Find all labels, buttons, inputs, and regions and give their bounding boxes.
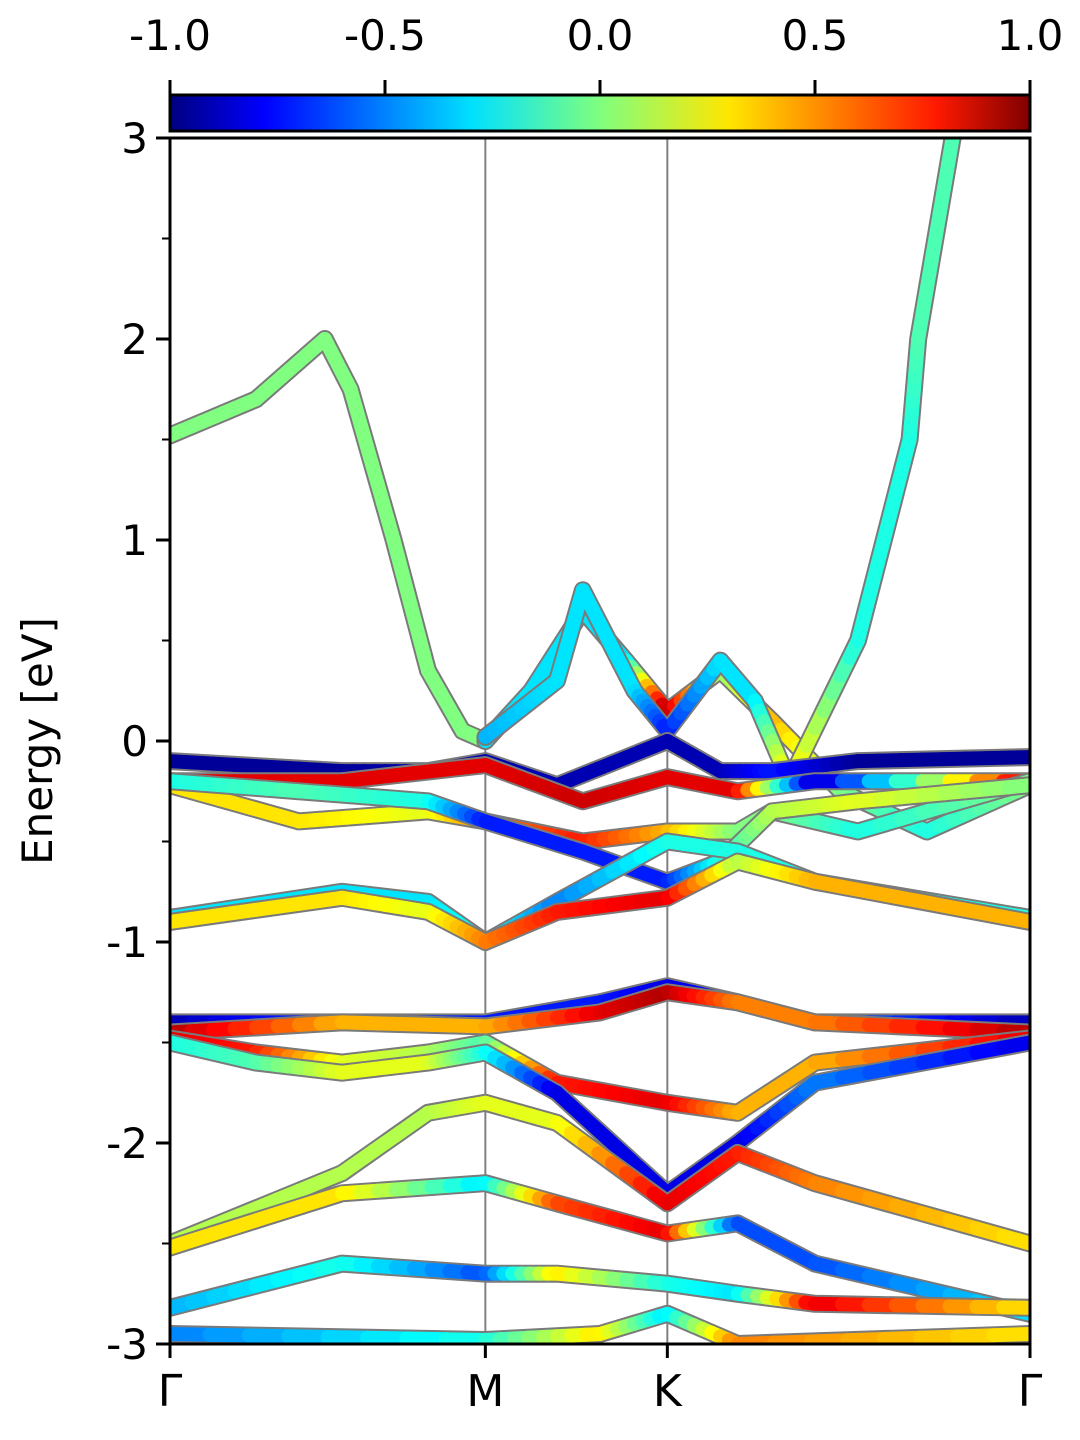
y-tick-label: 1 [121, 516, 148, 565]
colorbar-tick-label: 0.0 [567, 11, 634, 60]
y-tick-label: -3 [106, 1320, 148, 1369]
x-tick-label: Γ [158, 1366, 183, 1417]
band [476, 138, 962, 791]
band-segment [996, 1228, 1030, 1251]
y-tick-label: 0 [121, 717, 148, 766]
y-axis-label: Energy [eV] [13, 617, 62, 865]
band [170, 1093, 1030, 1253]
band [170, 852, 1030, 951]
band-segment [1001, 750, 1030, 765]
band-segment [941, 138, 960, 171]
band [170, 1033, 1030, 1203]
y-tick-label: 2 [121, 315, 148, 364]
band [170, 983, 1030, 1042]
colorbar-ticks: -1.0 -0.5 0.0 0.5 1.0 [129, 11, 1063, 95]
y-tick-label: -1 [106, 918, 148, 967]
colorbar-gradient [168, 93, 1032, 133]
colorbar-tick-label: 1.0 [997, 11, 1064, 60]
band [170, 756, 1030, 811]
band [170, 1304, 1030, 1344]
colorbar-tick-label: 0.5 [782, 11, 849, 60]
band-segment [996, 1300, 1030, 1315]
plot-area: -3 -2 -1 0 1 2 3 Γ M K Γ Energy [eV] [13, 114, 1043, 1417]
band [170, 330, 495, 750]
band-segment [986, 1326, 1030, 1343]
colorbar-tick-label: -1.0 [129, 11, 211, 60]
band [170, 1254, 1030, 1317]
band-lines [170, 138, 1030, 1344]
y-tick-label: 3 [121, 114, 148, 163]
colorbar-tick-label: -0.5 [344, 11, 426, 60]
y-tick-label: -2 [106, 1119, 148, 1168]
band-segment [996, 1035, 1030, 1055]
band-segment [996, 909, 1030, 929]
x-tick-label: Γ [1018, 1366, 1043, 1417]
x-tick-label: K [653, 1366, 683, 1417]
colorbar: -1.0 -0.5 0.0 0.5 1.0 [129, 11, 1063, 133]
y-axis-ticks: -3 -2 -1 0 1 2 3 [106, 114, 170, 1369]
x-tick-label: M [466, 1366, 504, 1417]
band-segment [1001, 778, 1030, 795]
